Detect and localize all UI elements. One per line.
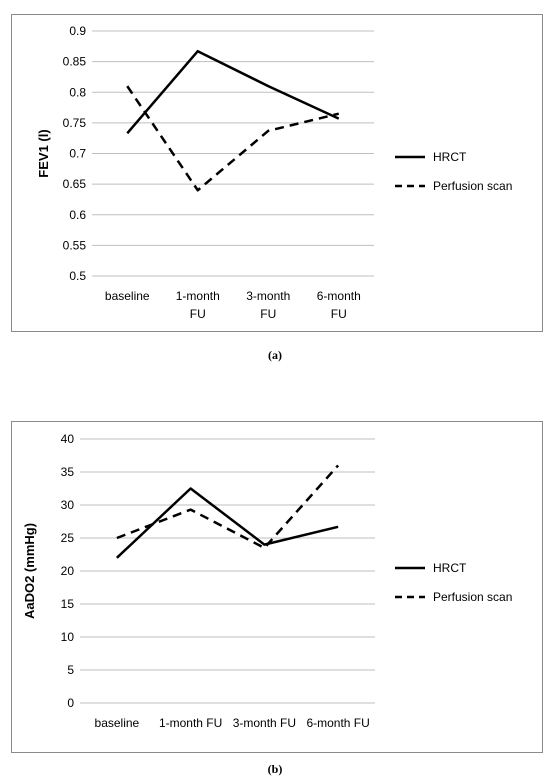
y-tick-label: 40 (61, 432, 75, 446)
x-tick-label: baseline (95, 716, 140, 730)
x-tick-label: 6-month (317, 289, 361, 303)
y-axis-label: AaDO2 (mmHg) (22, 523, 37, 619)
x-tick-label: 3-month FU (233, 716, 296, 730)
y-tick-label: 5 (67, 663, 74, 677)
x-tick-label: FU (260, 307, 276, 321)
y-tick-label: 35 (61, 465, 75, 479)
y-tick-label: 0.75 (63, 116, 87, 130)
y-tick-label: 0.85 (63, 55, 87, 69)
aado2-line-chart: 0 5 10 15 20 25 30 35 40 baseline 1-month FU 3-mont… (22, 432, 512, 730)
caption-a: (a) (268, 348, 282, 362)
y-tick-label: 0.8 (69, 85, 86, 99)
y-tick-label: 15 (61, 597, 75, 611)
x-tick-label: 3-month (246, 289, 290, 303)
chart-panel-b: 0 5 10 15 20 25 30 35 40 baseline 1-month FU 3-mont… (11, 421, 543, 753)
legend-label: Perfusion scan (433, 179, 512, 193)
x-tick-label: FU (190, 307, 206, 321)
legend-label: Perfusion scan (433, 590, 512, 604)
caption-b: (b) (267, 762, 283, 776)
legend-label: HRCT (433, 150, 467, 164)
y-tick-label: 20 (61, 564, 75, 578)
series-line-perfusion-scan (126, 85, 340, 192)
y-tick-label: 25 (61, 531, 75, 545)
x-tick-label: 1-month FU (159, 716, 222, 730)
fev1-line-chart: 0.5 0.55 0.6 0.65 0.7 0.75 0.8 0.85 0.9 baseline 1… (36, 24, 512, 321)
y-tick-label: 0.65 (63, 177, 87, 191)
x-tick-label: baseline (105, 289, 150, 303)
y-tick-label: 0.9 (69, 24, 86, 38)
y-tick-label: 0.6 (69, 208, 86, 222)
x-tick-label: FU (331, 307, 347, 321)
series-line-perfusion-scan (116, 464, 340, 550)
y-tick-label: 10 (61, 630, 75, 644)
series-line-hrct (126, 49, 340, 135)
series-line-hrct (116, 487, 339, 559)
x-tick-label: 1-month (176, 289, 220, 303)
y-axis-label: FEV1 (l) (36, 129, 51, 177)
y-tick-label: 30 (61, 498, 75, 512)
y-tick-label: 0.55 (63, 238, 87, 252)
y-tick-label: 0 (67, 696, 74, 710)
x-tick-label: 6-month FU (306, 716, 369, 730)
y-tick-label: 0.7 (69, 147, 86, 161)
chart-panel-a: 0.5 0.55 0.6 0.65 0.7 0.75 0.8 0.85 0.9 baseline 1… (11, 14, 543, 332)
y-tick-label: 0.5 (69, 269, 86, 283)
legend-label: HRCT (433, 561, 467, 575)
